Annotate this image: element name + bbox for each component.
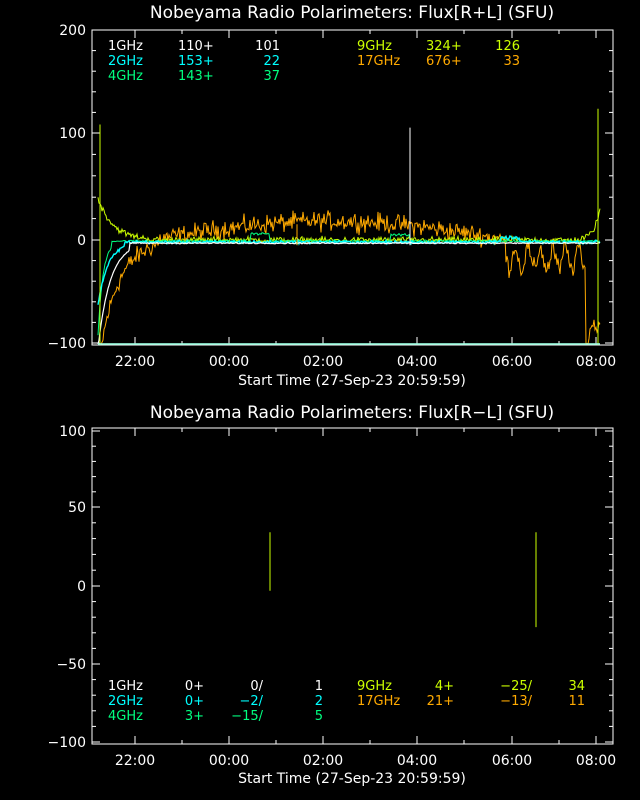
legend-base: 153+ — [178, 54, 214, 69]
chart-title: Nobeyama Radio Polarimeters: Flux[R−L] (… — [150, 403, 554, 423]
legend-peak: 126 — [495, 39, 520, 54]
x-tick-label: 02:00 — [303, 354, 343, 370]
x-tick-label: 06:00 — [492, 753, 532, 769]
legend-peak: 2 — [315, 694, 323, 709]
legend-entry: 9GHz 4+ −25/34 — [357, 679, 585, 694]
x-tick-label: 08:00 — [576, 753, 616, 769]
y-tick-label: 100 — [59, 424, 86, 440]
legend-peak: 1 — [315, 679, 323, 694]
data-series — [97, 108, 601, 345]
plot-frame — [91, 29, 614, 346]
x-tick-label: 04:00 — [397, 753, 437, 769]
legend-base: 676+ — [426, 54, 462, 69]
y-tick-label: 200 — [59, 23, 86, 39]
x-tick-label: 06:00 — [492, 354, 532, 370]
x-tick-label: 04:00 — [397, 354, 437, 370]
legend-peak: 33 — [503, 54, 520, 69]
plot-frame — [91, 427, 614, 745]
legend-entry: 1GHz 110+ 101 — [108, 39, 280, 54]
x-tick-label: 02:00 — [303, 753, 343, 769]
x-tick-label: 00:00 — [209, 753, 249, 769]
legend-mid: −13/ — [500, 694, 532, 709]
legend-mid: −15/ — [231, 709, 263, 724]
legend-peak: 5 — [315, 709, 323, 724]
legend-freq: 17GHz — [357, 54, 400, 69]
y-tick-label: 100 — [59, 126, 86, 142]
legend-mid: −25/ — [500, 679, 532, 694]
series-2ghz — [97, 234, 601, 305]
series-4ghz — [97, 232, 601, 336]
y-tick-label: −50 — [56, 657, 86, 673]
legend-freq: 2GHz — [108, 694, 143, 709]
legend-freq: 9GHz — [357, 39, 392, 54]
legend-entry: 2GHz 0+ −2/2 — [108, 694, 323, 709]
legend-mid: −2/ — [239, 694, 263, 709]
legend-entry: 9GHz 324+ 126 — [357, 39, 520, 54]
x-axis-label: Start Time (27-Sep-23 20:59:59) — [238, 373, 466, 389]
legend-peak: 11 — [568, 694, 585, 709]
x-tick-label: 00:00 — [209, 354, 249, 370]
panel-rml: Nobeyama Radio Polarimeters: Flux[R−L] (… — [48, 343, 616, 787]
data-series — [98, 343, 600, 628]
legend-freq: 9GHz — [357, 679, 392, 694]
y-tick-label: −100 — [48, 336, 86, 352]
legend-entry: 4GHz 143+ 37 — [108, 69, 280, 84]
legend-freq: 1GHz — [108, 39, 143, 54]
legend-base: 21+ — [427, 694, 454, 709]
legend-entry: 17GHz 21+ −13/11 — [357, 694, 585, 709]
legend-entry: 1GHz 0+ 0/1 — [108, 679, 323, 694]
legend-base: 3+ — [185, 709, 204, 724]
legend-freq: 4GHz — [108, 709, 143, 724]
legend-base: 143+ — [178, 69, 214, 84]
y-tick-label: −100 — [48, 735, 86, 751]
legend-base: 324+ — [426, 39, 462, 54]
x-tick-label: 22:00 — [115, 354, 155, 370]
series-1ghz — [97, 241, 601, 345]
legend-peak: 101 — [255, 39, 280, 54]
legend-base: 0+ — [185, 694, 204, 709]
legend-entry: 17GHz 676+ 33 — [357, 54, 520, 69]
chart-title: Nobeyama Radio Polarimeters: Flux[R+L] (… — [150, 3, 554, 23]
y-tick-label: 0 — [77, 233, 86, 249]
legend-freq: 1GHz — [108, 679, 143, 694]
x-axis-label: Start Time (27-Sep-23 20:59:59) — [238, 771, 466, 787]
x-tick-label: 08:00 — [576, 354, 616, 370]
legend-entry: 2GHz 153+ 22 — [108, 54, 280, 69]
legend-peak: 37 — [263, 69, 280, 84]
legend-base: 110+ — [178, 39, 214, 54]
panel-rpl: Nobeyama Radio Polarimeters: Flux[R+L] (… — [48, 3, 617, 389]
legend-freq: 17GHz — [357, 694, 400, 709]
legend-base: 4+ — [435, 679, 454, 694]
legend-base: 0+ — [185, 679, 204, 694]
x-tick-label: 22:00 — [115, 753, 155, 769]
y-tick-label: 50 — [68, 500, 86, 516]
legend-peak: 22 — [263, 54, 280, 69]
legend-mid: 0/ — [250, 679, 263, 694]
legend-freq: 4GHz — [108, 69, 143, 84]
series-17ghz — [98, 210, 601, 345]
legend-entry: 4GHz 3+ −15/5 — [108, 709, 323, 724]
y-tick-label: 0 — [77, 579, 86, 595]
legend-freq: 2GHz — [108, 54, 143, 69]
legend-peak: 34 — [568, 679, 585, 694]
